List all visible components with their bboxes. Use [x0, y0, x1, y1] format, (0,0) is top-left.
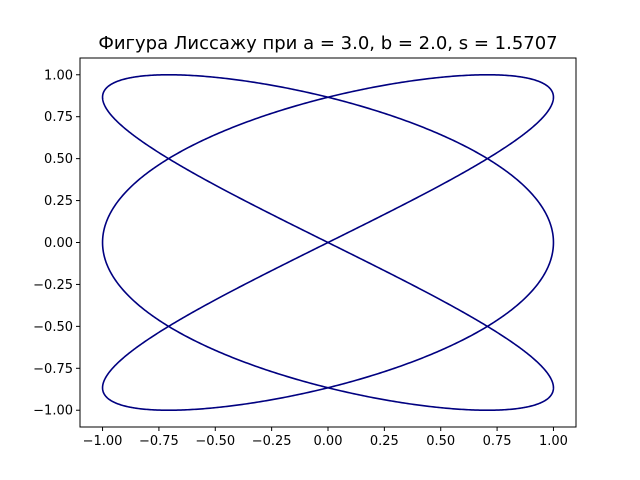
x-tick-label: 1.00: [539, 434, 568, 449]
y-tick-label: −0.50: [33, 320, 73, 335]
x-tick-label: −0.50: [195, 434, 235, 449]
x-axis: −1.00 −0.75 −0.50 −0.25 0.00 0.25 0.50 0.75 1.00: [83, 427, 568, 449]
y-tick-label: 0.50: [44, 152, 73, 167]
chart-title: Фигура Лиссажу при a = 3.0, b = 2.0, s =…: [98, 33, 557, 54]
x-tick-label: 0.75: [483, 434, 512, 449]
y-axis: −1.00 −0.75 −0.50 −0.25 0.00 0.25 0.50 0.75 1.00: [33, 68, 80, 418]
y-tick-label: 0.25: [44, 194, 73, 209]
x-tick-label: 0.50: [426, 434, 455, 449]
lissajous-curve: [103, 75, 554, 410]
y-tick-label: −1.00: [33, 404, 73, 419]
x-tick-label: −0.25: [252, 434, 292, 449]
y-tick-label: 1.00: [44, 68, 73, 83]
y-tick-label: −0.75: [33, 362, 73, 377]
x-tick-label: −0.75: [139, 434, 179, 449]
x-tick-label: 0.00: [314, 434, 343, 449]
y-tick-label: 0.75: [44, 110, 73, 125]
x-tick-label: −1.00: [83, 434, 123, 449]
y-tick-label: −0.25: [33, 278, 73, 293]
x-tick-label: 0.25: [370, 434, 399, 449]
y-tick-label: 0.00: [44, 236, 73, 251]
